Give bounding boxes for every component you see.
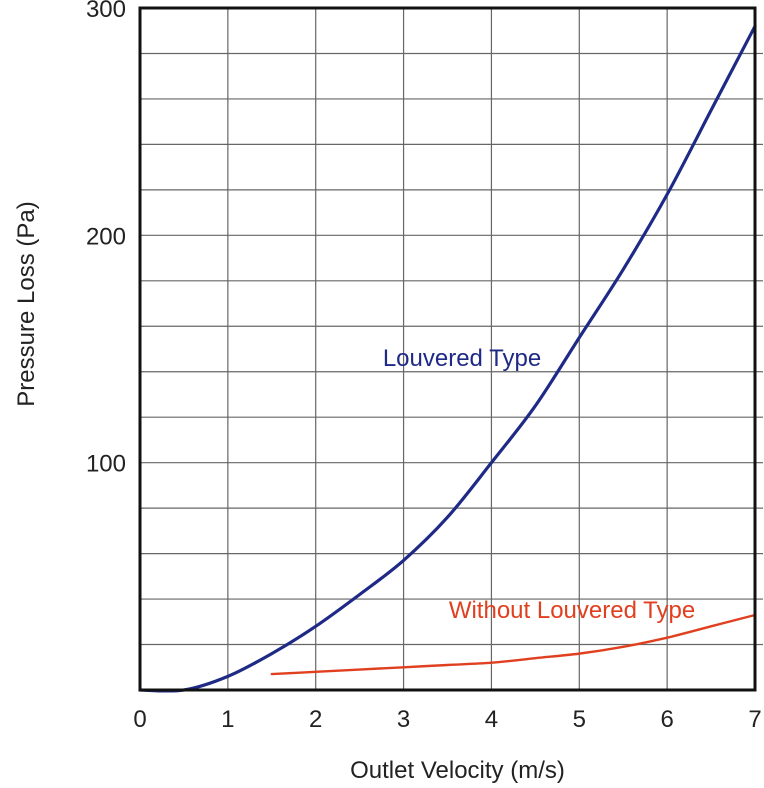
x-tick-label: 1 — [221, 706, 234, 733]
x-tick-label: 6 — [660, 706, 673, 733]
y-tick-label: 100 — [86, 451, 126, 478]
x-tick-label: 4 — [485, 706, 498, 733]
series-label-louvered-type: Louvered Type — [383, 345, 541, 372]
x-tick-label: 5 — [573, 706, 586, 733]
x-tick-label: 2 — [309, 706, 322, 733]
x-axis-title: Outlet Velocity (m/s) — [350, 757, 565, 784]
x-tick-label: 0 — [133, 706, 146, 733]
series-label-without-louvered-type: Without Louvered Type — [449, 597, 695, 624]
y-tick-label: 200 — [86, 223, 126, 250]
plot-frame — [138, 6, 757, 692]
x-tick-label: 7 — [748, 706, 761, 733]
y-tick-label: 300 — [86, 0, 126, 23]
series-line-without-louvered-type — [270, 613, 757, 676]
y-tick-labels: 100 200 300 — [86, 0, 126, 478]
x-tick-labels: 0 1 2 3 4 5 6 7 — [133, 706, 761, 733]
y-axis-title: Pressure Loss (Pa) — [13, 201, 40, 406]
x-tick-label: 3 — [397, 706, 410, 733]
grid-lines — [140, 8, 763, 690]
series-lines — [138, 24, 757, 693]
series-line-louvered-type — [138, 24, 757, 693]
series-labels: Louvered Type Without Louvered Type — [383, 345, 695, 624]
